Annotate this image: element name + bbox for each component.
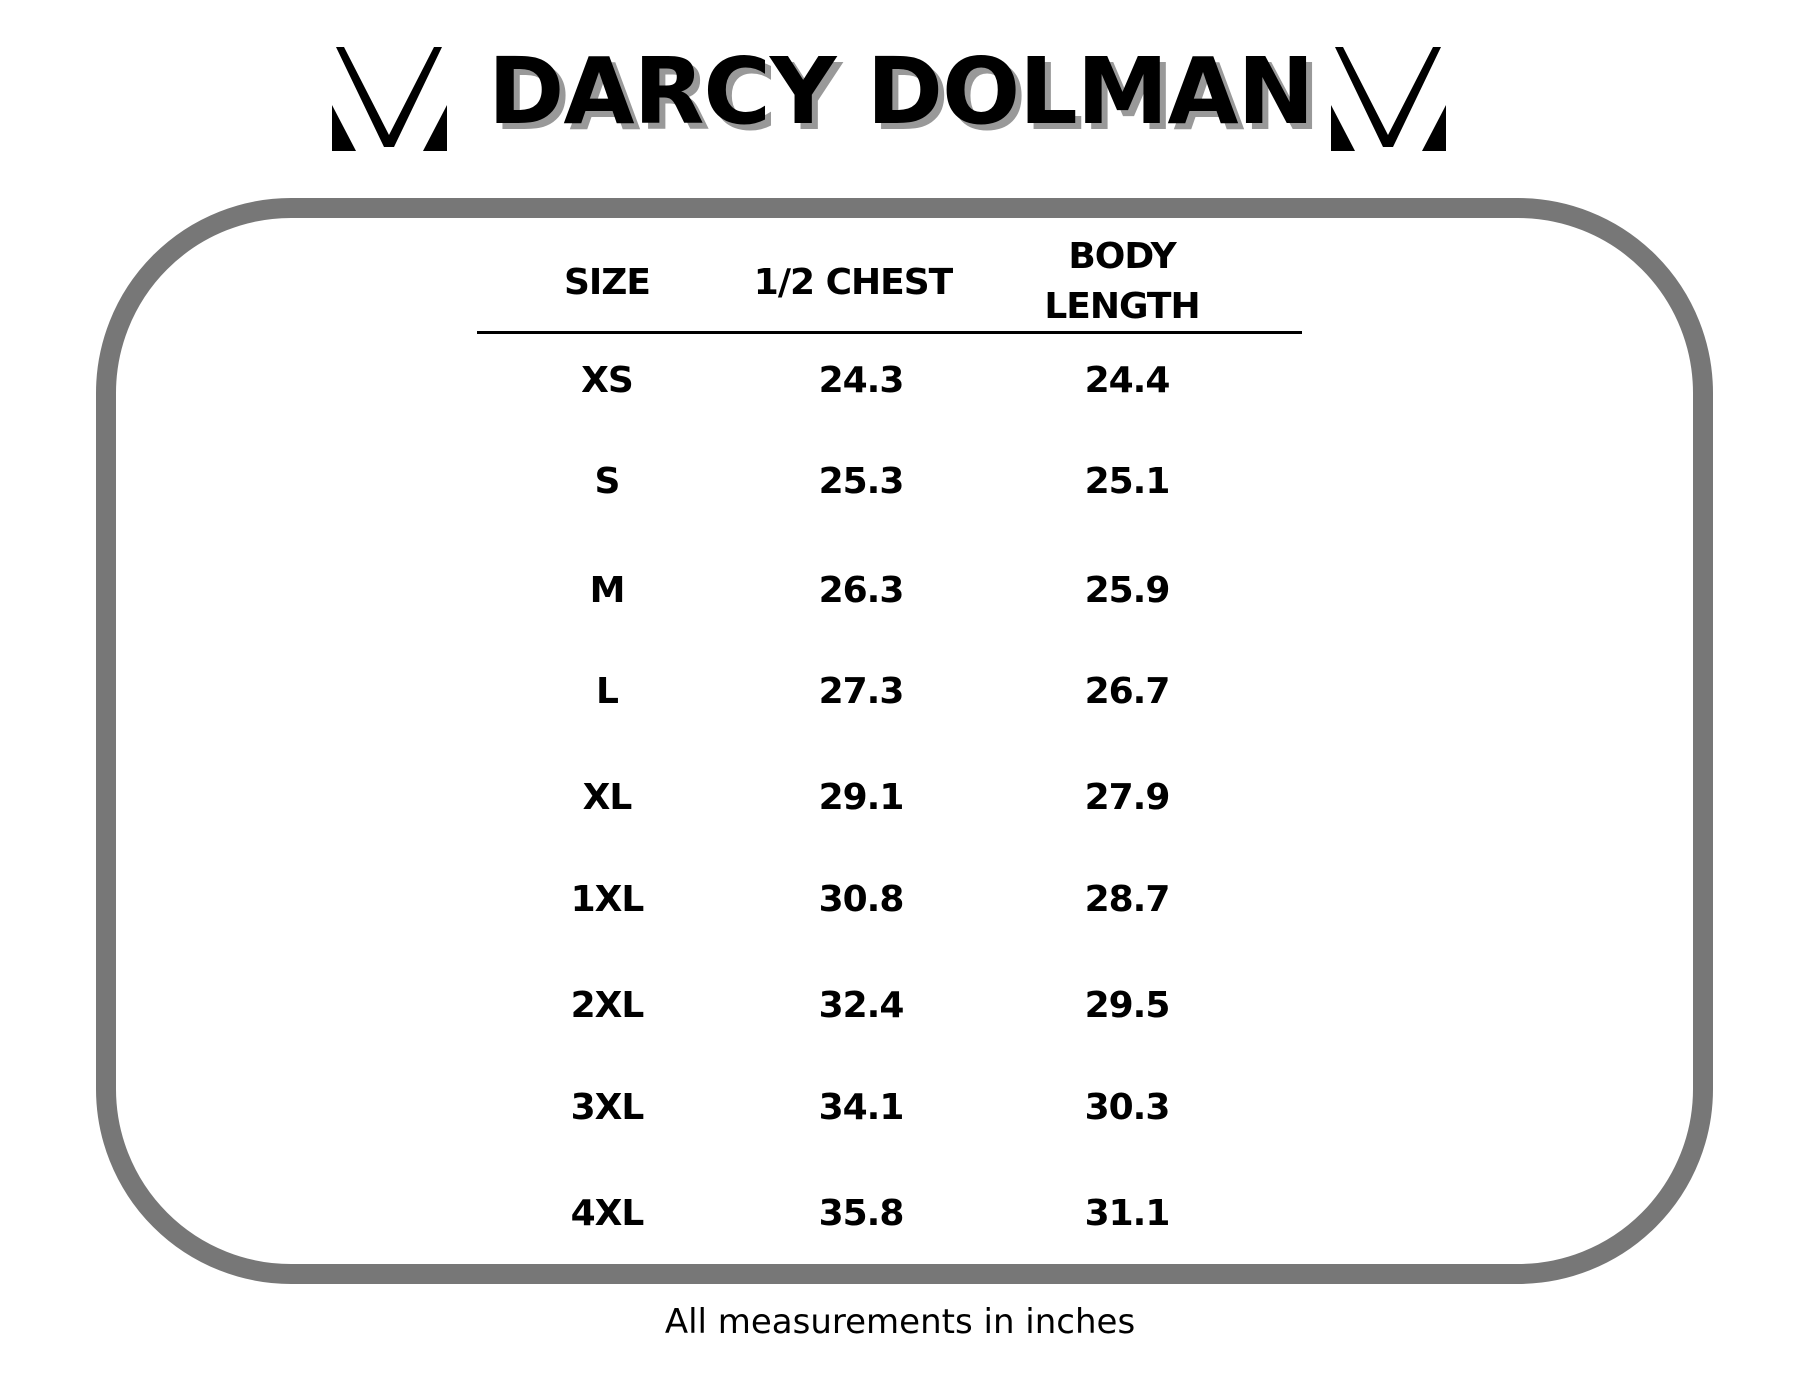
- cell-body: 26.7: [1084, 671, 1171, 712]
- cell-body: 28.7: [1084, 879, 1171, 920]
- cell-size: L: [596, 671, 619, 712]
- header-size: SIZE: [563, 262, 651, 303]
- cell-chest: 34.1: [818, 1087, 905, 1128]
- cell-size: M: [589, 570, 626, 611]
- cell-size: XS: [581, 360, 634, 401]
- cell-body: 24.4: [1084, 360, 1171, 401]
- logo-right-icon: [1331, 47, 1446, 151]
- header-body-line1: BODY: [1068, 236, 1176, 277]
- cell-size: 4XL: [570, 1193, 645, 1234]
- header-rule: [477, 331, 1302, 334]
- cell-chest: 32.4: [818, 985, 905, 1026]
- cell-chest: 26.3: [818, 570, 905, 611]
- logo-left-icon: [332, 47, 447, 151]
- cell-body: 25.9: [1084, 570, 1171, 611]
- header-chest: 1/2 CHEST: [753, 262, 953, 303]
- cell-body: 25.1: [1084, 461, 1171, 502]
- cell-size: 2XL: [570, 985, 645, 1026]
- cell-size: 1XL: [570, 879, 645, 920]
- cell-body: 30.3: [1084, 1087, 1171, 1128]
- cell-chest: 25.3: [818, 461, 905, 502]
- table-row: 2XL 32.4 29.5: [0, 981, 1800, 1031]
- table-row: 1XL 30.8 28.7: [0, 875, 1800, 925]
- cell-chest: 29.1: [818, 777, 905, 818]
- footer-note: All measurements in inches: [664, 1302, 1136, 1342]
- cell-size: XL: [582, 777, 633, 818]
- cell-body: 31.1: [1084, 1193, 1171, 1234]
- cell-size: S: [594, 461, 621, 502]
- table-row: M 26.3 25.9: [0, 566, 1800, 616]
- table-row: S 25.3 25.1: [0, 457, 1800, 507]
- cell-size: 3XL: [570, 1087, 645, 1128]
- header-body-line2: LENGTH: [1044, 286, 1200, 327]
- table-row: XS 24.3 24.4: [0, 356, 1800, 406]
- cell-body: 27.9: [1084, 777, 1171, 818]
- cell-chest: 27.3: [818, 671, 905, 712]
- cell-chest: 24.3: [818, 360, 905, 401]
- table-row: 4XL 35.8 31.1: [0, 1189, 1800, 1239]
- cell-chest: 30.8: [818, 879, 905, 920]
- size-chart-frame: [96, 198, 1713, 1284]
- cell-chest: 35.8: [818, 1193, 905, 1234]
- table-row: 3XL 34.1 30.3: [0, 1083, 1800, 1133]
- table-row: XL 29.1 27.9: [0, 773, 1800, 823]
- table-row: L 27.3 26.7: [0, 667, 1800, 717]
- cell-body: 29.5: [1084, 985, 1171, 1026]
- page-title: DARCY DOLMAN: [488, 38, 1315, 145]
